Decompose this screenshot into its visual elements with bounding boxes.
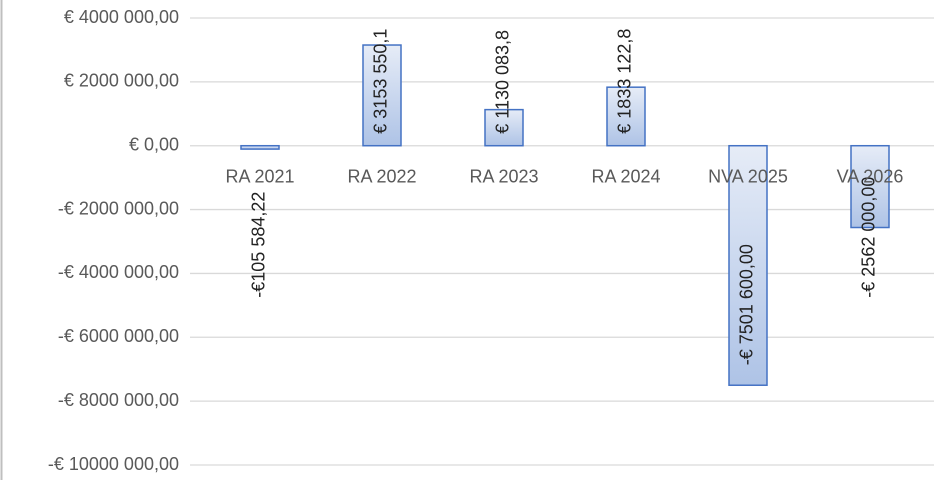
bar — [850, 144, 890, 229]
data-label: € 1833 122,8 — [615, 29, 635, 134]
y-tick-label: € 0,00 — [129, 134, 179, 154]
bar — [728, 144, 768, 386]
data-label: -€105 584,22 — [249, 192, 269, 298]
y-tick-label: -€ 2000 000,00 — [58, 198, 179, 218]
data-label: € 3153 550,1 — [371, 29, 391, 134]
x-tick-label: RA 2021 — [225, 166, 294, 186]
y-tick-label: € 4000 000,00 — [64, 7, 179, 27]
bar — [606, 86, 646, 147]
x-tick-label: VA 2026 — [837, 166, 904, 186]
y-tick-label: -€ 8000 000,00 — [58, 390, 179, 410]
bar — [484, 108, 524, 147]
y-tick-label: € 2000 000,00 — [64, 71, 179, 91]
x-tick-label: RA 2023 — [469, 166, 538, 186]
data-label: -€ 2562 000,00 — [859, 177, 879, 298]
x-tick-label: RA 2024 — [591, 166, 660, 186]
data-label: -€ 7501 600,00 — [737, 244, 757, 365]
y-tick-label: -€ 10000 000,00 — [48, 454, 179, 474]
x-tick-label: NVA 2025 — [708, 166, 788, 186]
y-tick-label: -€ 4000 000,00 — [58, 262, 179, 282]
x-tick-label: RA 2022 — [347, 166, 416, 186]
bar — [362, 44, 402, 147]
y-tick-label: -€ 6000 000,00 — [58, 326, 179, 346]
bar — [240, 144, 280, 150]
data-label: € 1130 083,8 — [493, 30, 513, 134]
